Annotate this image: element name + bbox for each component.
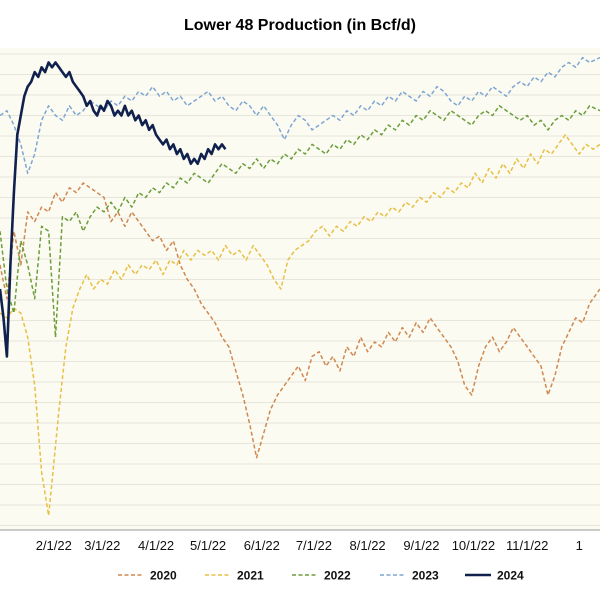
series-line-2020 [0, 182, 600, 459]
x-tick-label: 5/1/22 [190, 538, 226, 553]
x-tick-label: 6/1/22 [244, 538, 280, 553]
plot-area [0, 48, 600, 530]
legend-label-2020: 2020 [150, 569, 177, 583]
legend-label-2021: 2021 [237, 569, 264, 583]
x-tick-label: 10/1/22 [452, 538, 495, 553]
x-tick-label: 11/1/22 [506, 538, 548, 553]
series-line-2021 [0, 134, 600, 517]
legend-label-2022: 2022 [324, 569, 351, 583]
x-axis-tick-labels: 2/1/22 3/1/22 4/1/22 5/1/22 6/1/22 7/1/22 8/1/… [36, 538, 583, 553]
x-tick-label: 8/1/22 [350, 538, 386, 553]
series-line-2024 [0, 61, 227, 358]
legend-label-2023: 2023 [412, 569, 439, 583]
x-tick-label: 2/1/22 [36, 538, 72, 553]
gridlines [0, 53, 600, 526]
legend: 2020 2021 2022 2023 2024 [118, 569, 524, 583]
legend-label-2024: 2024 [497, 569, 524, 583]
x-tick-label: 1 [576, 538, 583, 553]
series-lines [0, 56, 600, 517]
series-line-2023 [0, 56, 600, 175]
x-tick-label: 4/1/22 [138, 538, 174, 553]
x-tick-label: 9/1/22 [403, 538, 439, 553]
chart-title: Lower 48 Production (in Bcf/d) [184, 17, 416, 34]
x-tick-label: 3/1/22 [84, 538, 120, 553]
series-line-2022 [0, 105, 600, 338]
x-tick-label: 7/1/22 [296, 538, 332, 553]
